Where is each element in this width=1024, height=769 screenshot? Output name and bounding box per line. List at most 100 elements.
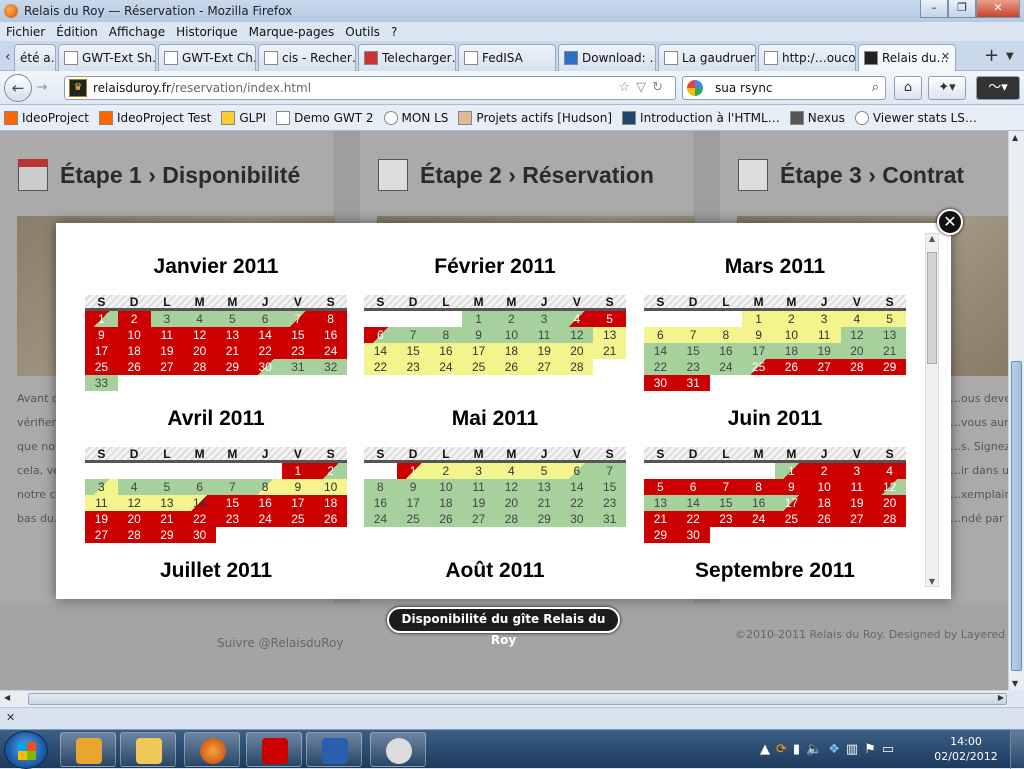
day-cell: 6 — [248, 311, 282, 327]
history-dropdown-icon[interactable]: ▽ — [636, 80, 653, 95]
menu-marque-pages[interactable]: Marque-pages — [248, 24, 335, 39]
weekday-label: S — [605, 295, 614, 309]
taskbar-acrobat[interactable] — [246, 732, 302, 767]
taskbar-app[interactable] — [370, 732, 426, 767]
tab[interactable]: Download: … — [558, 44, 656, 71]
start-button[interactable] — [4, 731, 48, 769]
tab[interactable]: http:/…oucou — [758, 44, 856, 71]
scroll-thumb[interactable] — [1011, 361, 1022, 671]
keyboard-icon[interactable]: ▭ — [881, 742, 895, 757]
day-cell: 7 — [593, 463, 626, 479]
tab[interactable]: été a… — [14, 44, 56, 71]
bookmark-item[interactable]: Viewer stats LS… — [854, 110, 977, 125]
page-horizontal-scrollbar[interactable]: ◀ ▶ — [0, 690, 1008, 707]
sync-icon[interactable]: ⟳ — [776, 742, 787, 757]
tab-scroll-left-icon[interactable]: ‹ — [5, 49, 11, 65]
bookmark-item[interactable]: Nexus — [789, 110, 845, 125]
day-cell: 27 — [807, 359, 841, 375]
tab[interactable]: Telecharger… — [358, 44, 456, 71]
tab[interactable]: La gaudruere — [658, 44, 756, 71]
tab[interactable]: GWT-Ext Sh… — [58, 44, 156, 71]
network-icon[interactable]: ▥ — [845, 742, 859, 757]
scroll-down-icon[interactable]: ▼ — [928, 577, 936, 586]
day-cell: 30 — [248, 359, 282, 375]
new-tab-icon[interactable]: + — [984, 45, 1000, 66]
taskbar-explorer[interactable] — [120, 732, 176, 767]
close-tab-icon[interactable]: ✕ — [940, 50, 950, 63]
search-icon[interactable]: ⌕ — [871, 80, 879, 95]
tab[interactable]: GWT-Ext Ch… — [158, 44, 256, 71]
home-button[interactable]: ⌂ — [894, 76, 922, 100]
menu-fichier[interactable]: Fichier — [6, 24, 46, 39]
search-input[interactable]: sua rsync — [715, 81, 773, 95]
menu-affichage[interactable]: Affichage — [108, 24, 166, 39]
bookmark-item[interactable]: MON LS — [383, 110, 448, 125]
show-desktop-button[interactable] — [1010, 730, 1024, 769]
weekday-label: J — [261, 295, 269, 309]
tab-list-icon[interactable]: ▼ — [1006, 51, 1014, 62]
scroll-right-icon[interactable]: ▶ — [997, 693, 1004, 702]
reload-icon[interactable]: ↻ — [652, 80, 669, 95]
search-bar[interactable]: sua rsync ⌕ — [682, 76, 886, 100]
day-cell: 3 — [85, 479, 118, 495]
site-identity-icon[interactable]: ♛ — [69, 79, 87, 97]
day-cell: 30 — [644, 375, 677, 391]
scroll-down-icon[interactable]: ▼ — [1012, 679, 1019, 688]
forward-button[interactable]: → — [36, 80, 48, 95]
minimize-button[interactable]: – — [920, 0, 948, 18]
follow-link[interactable]: Suivre @RelaisduRoy — [217, 636, 344, 650]
weekday-label: J — [820, 447, 828, 461]
flag-icon[interactable]: ⚑ — [864, 742, 876, 757]
scroll-thumb[interactable] — [28, 693, 1007, 705]
scroll-up-icon[interactable]: ▲ — [928, 234, 936, 243]
battery-icon[interactable]: ▮ — [792, 742, 801, 757]
tab[interactable]: cis - Recher… — [258, 44, 356, 71]
dropbox-icon[interactable]: ❖ — [828, 742, 840, 757]
day-cell: 6 — [183, 479, 216, 495]
page-vertical-scrollbar[interactable]: ▲ ▼ — [1008, 131, 1024, 690]
bookmark-item[interactable]: Introduction à l'HTML… — [622, 110, 780, 125]
menu-edition[interactable]: Édition — [56, 24, 98, 39]
back-button[interactable]: ← — [4, 74, 32, 102]
bookmark-star-icon[interactable]: ☆ — [618, 80, 637, 95]
lightbox-close-button[interactable]: ✕ — [937, 209, 963, 235]
lightbox-scrollbar[interactable]: ▲ ▼ — [925, 233, 939, 587]
bookmark-item[interactable]: GLPI — [221, 110, 266, 125]
day-cell: 2 — [117, 311, 151, 327]
google-search-engine-icon[interactable] — [687, 80, 703, 96]
menu-outils[interactable]: Outils — [345, 24, 380, 39]
menu-historique[interactable]: Historique — [176, 24, 238, 39]
scroll-thumb[interactable] — [927, 252, 937, 364]
close-window-button[interactable]: ✕ — [976, 0, 1020, 18]
scroll-left-icon[interactable]: ◀ — [4, 693, 11, 702]
scroll-up-icon[interactable]: ▲ — [1012, 133, 1019, 142]
tab-active[interactable]: Relais du… ✕ — [858, 44, 956, 71]
close-addon-bar-icon[interactable]: ✕ — [6, 711, 16, 724]
month-calendar: Février 2011 S D L M M J V S 1 2 3 4 5 6 7 8 9 10 11 12 13 14 1… — [364, 253, 626, 375]
bookmark-item[interactable]: IdeoProject — [4, 110, 89, 125]
url-bar[interactable]: ♛ relaisduroy.fr/reservation/index.html … — [64, 76, 676, 100]
taskbar-outlook[interactable] — [60, 732, 116, 767]
window-title: Relais du Roy — Réservation - Mozilla Fi… — [24, 4, 293, 18]
outlook-icon — [76, 738, 102, 764]
day-cell: 2 — [429, 463, 463, 479]
bookmark-item[interactable]: Demo GWT 2 — [276, 110, 374, 125]
ideoproject-icon — [4, 110, 18, 125]
taskbar-app[interactable] — [306, 732, 362, 767]
taskbar-clock[interactable]: 14:00 02/02/2012 — [930, 734, 1002, 764]
day-grid: 1 2 3 4 5 6 7 8 9 10 11 12 13 14 15 16 17 18 19 20 21 22 23 24 2… — [644, 311, 906, 391]
taskbar-firefox[interactable] — [184, 732, 240, 767]
menu-help[interactable]: ? — [390, 24, 398, 39]
bookmark-item[interactable]: Projets actifs [Hudson] — [458, 110, 612, 125]
addon-button[interactable]: ✦▾ — [928, 76, 966, 100]
day-cell: 16 — [314, 327, 347, 343]
clock-date: 02/02/2012 — [934, 750, 998, 763]
maximize-button[interactable]: ❐ — [948, 0, 976, 18]
empty-day-cell — [742, 463, 775, 479]
bookmark-item[interactable]: IdeoProject Test — [98, 110, 211, 125]
weekday-label: M — [506, 295, 517, 309]
tab[interactable]: FedISA — [458, 44, 556, 71]
show-hidden-icons-icon[interactable]: ▲ — [760, 742, 770, 757]
addon-toolbar-button[interactable]: ～▾ — [976, 76, 1020, 100]
volume-icon[interactable]: 🔈 — [806, 742, 823, 757]
